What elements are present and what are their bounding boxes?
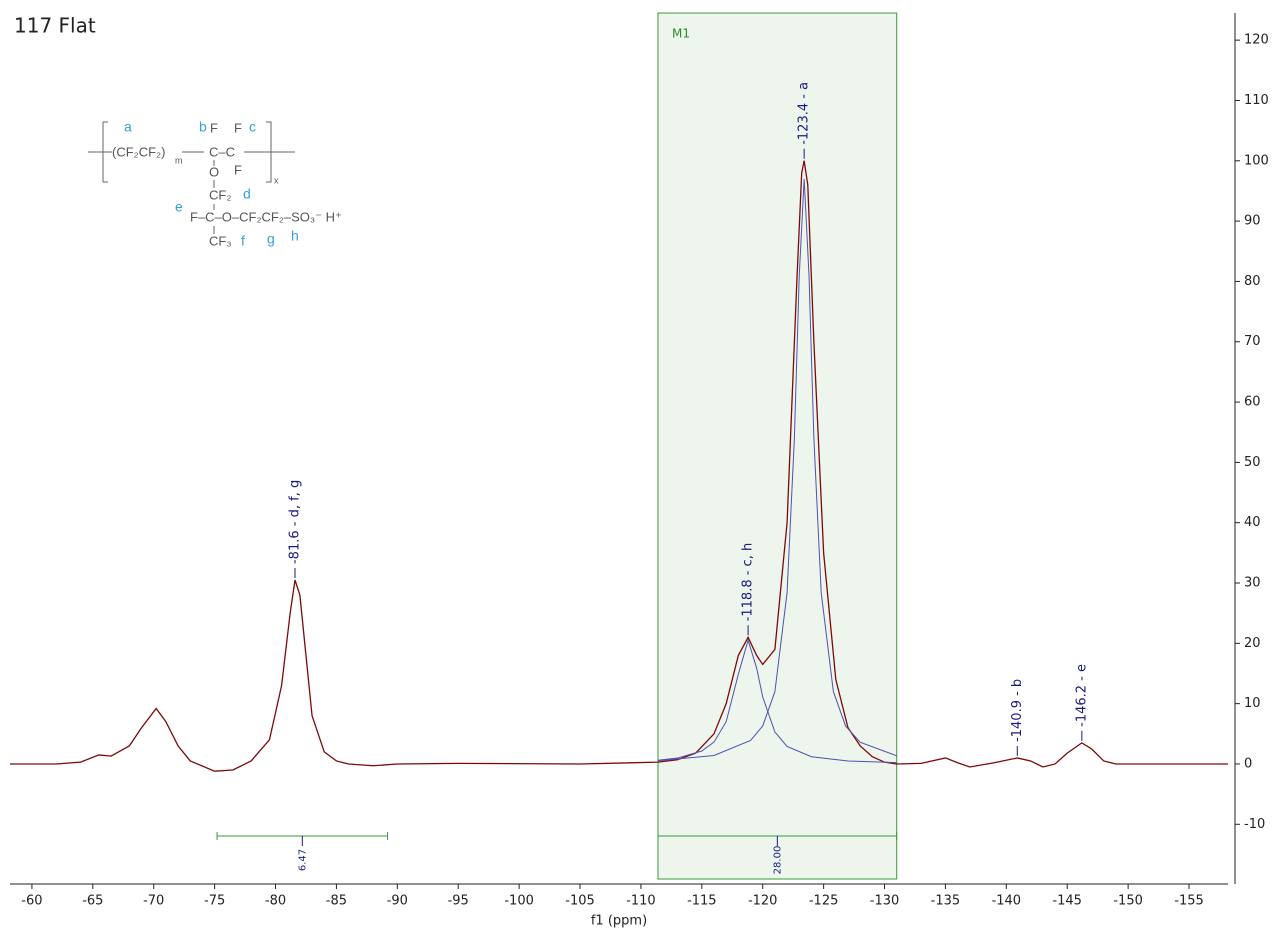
x-tick-label: -155 xyxy=(1174,894,1204,909)
structure-text: C–C xyxy=(209,144,235,159)
y-tick-label: 0 xyxy=(1244,756,1252,771)
x-tick-label: -75 xyxy=(204,894,225,909)
y-tick-label: 40 xyxy=(1244,515,1261,530)
structure-text: CF₂ xyxy=(209,187,231,202)
structure-text: F xyxy=(210,120,218,135)
bond-mask xyxy=(204,143,244,161)
region-label: M1 xyxy=(672,27,690,41)
structure-label: a xyxy=(124,119,132,135)
x-tick-label: -80 xyxy=(265,894,286,909)
peak-label: -123.4 - a xyxy=(797,82,812,145)
peak-label: -146.2 - e xyxy=(1074,664,1089,727)
x-tick-label: -120 xyxy=(748,894,778,909)
bracket xyxy=(266,121,272,183)
structure-label: c xyxy=(249,119,256,135)
y-tick-label: 70 xyxy=(1244,334,1261,349)
x-tick-label: -110 xyxy=(626,894,656,909)
structure-label: d xyxy=(243,186,251,202)
x-tick-label: -135 xyxy=(931,894,961,909)
y-tick-label: 30 xyxy=(1244,576,1261,591)
structure-text: F–C–O–CF₂CF₂–SO₃⁻ H⁺ xyxy=(190,209,342,224)
structure-text: CF₃ xyxy=(209,233,232,248)
y-tick-label: 120 xyxy=(1244,33,1269,48)
integral-label: 6.47 xyxy=(297,849,308,871)
x-axis-label: f1 (ppm) xyxy=(591,914,647,929)
structure: a b F F c (CF₂CF₂) m C–C O F x CF₂ d e F… xyxy=(88,119,342,249)
fit-line xyxy=(657,178,897,762)
y-tick-label: 90 xyxy=(1244,214,1261,229)
peak-label: -118.8 - c, h xyxy=(741,543,756,622)
structure-label: b xyxy=(199,119,207,135)
peak-label: -81.6 - d, f, g xyxy=(288,480,303,564)
x-tick-label: -130 xyxy=(870,894,900,909)
x-tick-label: -150 xyxy=(1113,894,1143,909)
y-tick-label: 110 xyxy=(1244,93,1269,108)
structure-text: F xyxy=(234,120,242,135)
bracket xyxy=(102,121,108,183)
region-layer: M1 xyxy=(657,12,898,880)
x-tick-label: -140 xyxy=(992,894,1022,909)
y-tick-label: 100 xyxy=(1244,153,1269,168)
bond-mask xyxy=(112,143,182,161)
x-tick-label: -60 xyxy=(21,894,42,909)
y-tick-label: 80 xyxy=(1244,274,1261,289)
y-tick-label: -10 xyxy=(1244,817,1265,832)
y-tick-label: 50 xyxy=(1244,455,1261,470)
x-tick-label: -65 xyxy=(82,894,103,909)
structure-label: f xyxy=(241,233,245,249)
x-tick-label: -95 xyxy=(448,894,469,909)
x-tick-label: -100 xyxy=(504,894,534,909)
structure-text: m xyxy=(175,155,183,165)
structure-text: F xyxy=(234,162,242,177)
peak-label: -140.9 - b xyxy=(1010,679,1025,742)
integral-label: 28.00 xyxy=(772,846,783,875)
structure-label: h xyxy=(291,228,299,244)
y-tick-label: 10 xyxy=(1244,696,1261,711)
x-tick-label: -145 xyxy=(1052,894,1082,909)
x-tick-label: -105 xyxy=(565,894,595,909)
structure-text: (CF₂CF₂) xyxy=(112,144,165,159)
y-tick-label: 60 xyxy=(1244,395,1261,410)
x-tick-label: -115 xyxy=(687,894,717,909)
x-tick-label: -70 xyxy=(143,894,164,909)
x-tick-label: -85 xyxy=(326,894,347,909)
structure-label: e xyxy=(175,199,183,215)
chart-title: 117 Flat xyxy=(14,14,96,38)
y-tick-label: 20 xyxy=(1244,636,1261,651)
structure-label: g xyxy=(267,231,275,247)
structure-text: O xyxy=(209,164,219,179)
fit-line xyxy=(657,638,897,764)
structure-text: x xyxy=(274,175,279,185)
x-tick-label: -125 xyxy=(809,894,839,909)
region xyxy=(657,12,898,880)
x-tick-label: -90 xyxy=(387,894,408,909)
spectrum-line xyxy=(10,160,1228,772)
